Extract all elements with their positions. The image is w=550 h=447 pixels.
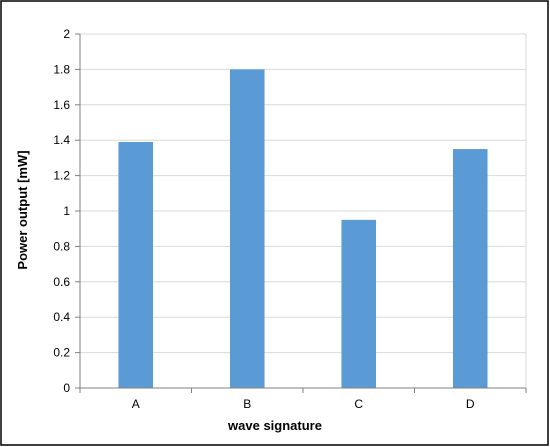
bars xyxy=(118,69,488,389)
x-axis-title: wave signature xyxy=(227,418,322,433)
y-tick-label: 0.6 xyxy=(53,275,70,289)
x-tick-label: A xyxy=(132,397,140,411)
bar xyxy=(229,69,265,389)
grid-lines xyxy=(80,33,527,388)
y-tick-label: 1.4 xyxy=(53,133,70,147)
y-tick-label: 2 xyxy=(63,27,70,41)
x-tick-label: C xyxy=(354,397,363,411)
x-tick-label: B xyxy=(243,397,251,411)
axes xyxy=(75,33,527,393)
y-tick-label: 0.2 xyxy=(53,346,70,360)
y-tick-label: 1.8 xyxy=(53,62,70,76)
y-tick-label: 1 xyxy=(63,204,70,218)
x-tick-label: D xyxy=(466,397,475,411)
bar xyxy=(341,219,377,388)
y-axis-title: Power output [mW] xyxy=(15,150,30,269)
y-tick-label: 0.8 xyxy=(53,239,70,253)
bar xyxy=(118,141,154,388)
x-tick-labels: A B C D xyxy=(132,397,475,411)
y-tick-label: 0 xyxy=(63,381,70,395)
y-tick-label: 1.6 xyxy=(53,98,70,112)
y-tick-label: 0.4 xyxy=(53,310,70,324)
bar xyxy=(452,149,488,388)
y-tick-label: 1.2 xyxy=(53,169,70,183)
y-tick-labels: 0 0.2 0.4 0.6 0.8 1 1.2 1.4 1.6 1.8 2 xyxy=(53,27,70,395)
